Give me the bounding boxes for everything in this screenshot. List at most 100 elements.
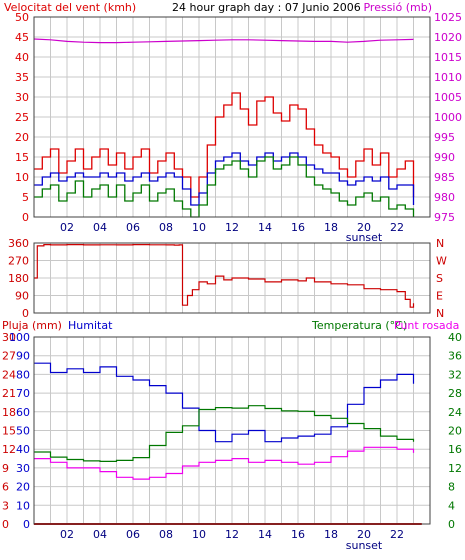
- rain-ytick-10: 30: [2, 331, 16, 344]
- wind-sunset-label: sunset: [346, 231, 383, 244]
- temperature-ytick-7: 28: [448, 387, 462, 400]
- wind-ytick-2: 10: [15, 171, 29, 184]
- humidity-ytick-1: 10: [16, 499, 30, 512]
- wind-series-average: [34, 152, 415, 206]
- humidity-panel-ticks: 0369121518212427300102030405060708090100…: [2, 331, 462, 552]
- rain-ytick-3: 9: [2, 462, 9, 475]
- humidity-axis-title: Humitat: [68, 319, 113, 332]
- humidity-ytick-0: 0: [23, 518, 30, 531]
- temperature-ytick-2: 8: [448, 481, 455, 494]
- wind-ytick-7: 35: [15, 71, 29, 84]
- direction-ytick-4: 360: [8, 237, 29, 250]
- wind-panel-ticks: 0510152025303540455097598098599099510001…: [15, 11, 462, 244]
- humidity-ytick-6: 60: [16, 406, 30, 419]
- wind-axis-title: Velocitat del vent (kmh): [4, 1, 136, 14]
- wind-xtick-9: 20: [357, 221, 371, 234]
- direction-ytick-0: 0: [22, 307, 29, 320]
- wind-ytick-6: 30: [15, 91, 29, 104]
- wind-series-gust: [34, 92, 415, 198]
- humidity-xtick-1: 04: [93, 528, 107, 541]
- humidity-panel-frame: [33, 336, 431, 525]
- pressure-ytick-7: 1010: [434, 71, 462, 84]
- direction-panel-frame: [33, 242, 431, 314]
- rain-ytick-5: 15: [2, 425, 16, 438]
- humidity-xtick-3: 08: [159, 528, 173, 541]
- direction-compass-0: N: [436, 307, 444, 320]
- wind-series-pressure: [33, 38, 414, 44]
- direction-ytick-3: 270: [8, 255, 29, 268]
- temperature-ytick-6: 24: [448, 406, 462, 419]
- pressure-ytick-4: 995: [434, 131, 455, 144]
- humidity-ytick-8: 80: [16, 368, 30, 381]
- pressure-ytick-10: 1025: [434, 11, 462, 24]
- wind-ytick-4: 20: [15, 131, 29, 144]
- humidity-xtick-9: 20: [357, 528, 371, 541]
- wind-ytick-10: 50: [15, 11, 29, 24]
- humidity-ytick-10: 100: [9, 331, 30, 344]
- wind-ytick-1: 5: [22, 191, 29, 204]
- temperature-ytick-10: 40: [448, 331, 462, 344]
- temperature-ytick-1: 4: [448, 499, 455, 512]
- wind-xtick-4: 10: [192, 221, 206, 234]
- pressure-ytick-9: 1020: [434, 31, 462, 44]
- rain-ytick-9: 27: [2, 350, 16, 363]
- wind-xtick-1: 04: [93, 221, 107, 234]
- humidity-xtick-2: 06: [126, 528, 140, 541]
- pressure-axis-title: Pressió (mb): [363, 1, 432, 14]
- pressure-ytick-0: 975: [434, 211, 455, 224]
- direction-series-direction: [34, 244, 415, 308]
- humidity-xtick-8: 18: [324, 528, 338, 541]
- rain-ytick-7: 21: [2, 387, 16, 400]
- wind-xtick-3: 08: [159, 221, 173, 234]
- temperature-ytick-3: 12: [448, 462, 462, 475]
- chart-title: 24 hour graph day : 07 Junio 2006: [172, 1, 361, 14]
- direction-compass-4: N: [436, 237, 444, 250]
- humidity-sunset-label: sunset: [346, 539, 383, 552]
- rain-ytick-0: 0: [2, 518, 9, 531]
- pressure-ytick-1: 980: [434, 191, 455, 204]
- wind-xtick-6: 14: [258, 221, 272, 234]
- temperature-ytick-0: 0: [448, 518, 455, 531]
- wind-ytick-8: 40: [15, 51, 29, 64]
- humidity-xtick-10: 22: [390, 528, 404, 541]
- humidity-series-humidity: [34, 362, 415, 443]
- wind-ytick-3: 15: [15, 151, 29, 164]
- humidity-xtick-6: 14: [258, 528, 272, 541]
- temperature-ytick-9: 36: [448, 350, 462, 363]
- temperature-ytick-8: 32: [448, 368, 462, 381]
- humidity-ytick-2: 20: [16, 481, 30, 494]
- humidity-xtick-0: 02: [60, 528, 74, 541]
- wind-xtick-10: 22: [390, 221, 404, 234]
- wind-panel-series: [33, 38, 415, 218]
- direction-ytick-1: 90: [15, 290, 29, 303]
- wind-series-lull: [34, 156, 415, 218]
- rain-ytick-8: 24: [2, 368, 16, 381]
- temperature-ytick-4: 16: [448, 443, 462, 456]
- humidity-xtick-7: 16: [291, 528, 305, 541]
- wind-xtick-8: 18: [324, 221, 338, 234]
- wind-xtick-0: 02: [60, 221, 74, 234]
- humidity-ytick-4: 40: [16, 443, 30, 456]
- direction-compass-1: E: [436, 290, 443, 303]
- dewpoint-axis-title: Punt rosada: [394, 319, 459, 332]
- rain-ytick-6: 18: [2, 406, 16, 419]
- humidity-ytick-7: 70: [16, 387, 30, 400]
- wind-ytick-0: 0: [22, 211, 29, 224]
- humidity-ytick-9: 90: [16, 350, 30, 363]
- pressure-ytick-8: 1015: [434, 51, 462, 64]
- rain-axis-title: Pluja (mm): [2, 319, 62, 332]
- humidity-ytick-5: 50: [16, 425, 30, 438]
- temperature-axis-title: Temperatura (°C): [311, 319, 407, 332]
- rain-ytick-1: 3: [2, 499, 9, 512]
- wind-ytick-9: 45: [15, 31, 29, 44]
- direction-panel-series: [34, 244, 415, 308]
- rain-ytick-4: 12: [2, 443, 16, 456]
- wind-xtick-5: 12: [225, 221, 239, 234]
- pressure-ytick-6: 1005: [434, 91, 462, 104]
- humidity-series-dewpoint: [34, 446, 415, 480]
- humidity-series-temperature: [34, 405, 415, 462]
- temperature-ytick-5: 20: [448, 425, 462, 438]
